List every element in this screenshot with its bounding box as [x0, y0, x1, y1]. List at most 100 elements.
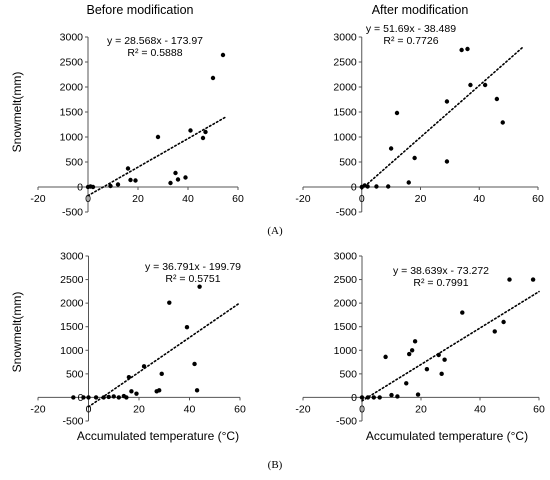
data-point	[129, 389, 134, 394]
data-point	[134, 391, 139, 396]
trendline	[87, 301, 241, 408]
data-point	[388, 146, 394, 151]
data-point	[468, 82, 473, 88]
x-tick-label: 60	[533, 403, 545, 415]
data-point	[442, 357, 447, 362]
x-tick-label: -20	[295, 403, 310, 415]
trendline-equation: y = 38.639x - 73.272	[393, 265, 489, 277]
data-point	[407, 351, 412, 357]
trendline-equation: y = 28.568x - 173.97	[107, 35, 203, 47]
data-point	[409, 348, 415, 353]
data-point	[383, 354, 388, 360]
x-tick-label: 60	[234, 403, 246, 415]
data-point	[128, 177, 133, 183]
data-point	[71, 395, 76, 400]
data-point	[394, 110, 400, 116]
data-point	[133, 178, 138, 183]
x-tick-label: 60	[532, 193, 544, 205]
data-point	[167, 300, 172, 305]
data-point	[465, 46, 470, 52]
data-point	[175, 177, 181, 182]
data-point	[125, 166, 131, 171]
y-tick-label: 1000	[60, 132, 84, 144]
data-point	[444, 99, 450, 104]
trendline	[361, 290, 540, 402]
x-tick-label: 20	[132, 193, 144, 205]
data-point	[444, 159, 450, 164]
x-tick-label: -20	[30, 193, 45, 205]
y-tick-label: 3000	[60, 32, 84, 44]
y-tick-label: -500	[336, 207, 357, 219]
r-squared-label: R² = 0.5751	[165, 273, 220, 285]
y-tick-label: 0	[78, 392, 84, 404]
x-tick-label: 0	[359, 193, 365, 205]
y-tick-label: 2500	[60, 57, 84, 69]
x-tick-label: 60	[232, 193, 244, 205]
x-tick-label: 20	[133, 403, 145, 415]
data-point	[412, 155, 417, 161]
data-point	[424, 366, 430, 372]
x-tick-label: 40	[184, 403, 196, 415]
y-tick-label: 2000	[60, 82, 84, 94]
data-point	[374, 184, 379, 189]
y-tick-label: 1000	[333, 132, 357, 144]
y-tick-label: -500	[336, 416, 357, 428]
y-tick-label: 2500	[60, 274, 84, 286]
x-tick-label: 0	[359, 403, 365, 415]
data-point	[81, 395, 86, 400]
x-tick-label: 40	[474, 403, 486, 415]
data-point	[482, 82, 488, 88]
data-point	[141, 364, 147, 369]
data-point	[412, 339, 418, 344]
data-point	[93, 395, 99, 400]
y-tick-label: 500	[66, 368, 84, 380]
data-point	[192, 361, 197, 367]
row-label-a: (A)	[267, 225, 283, 237]
y-tick-label: -500	[62, 416, 83, 428]
data-point	[371, 395, 376, 400]
y-tick-label: 3000	[60, 251, 84, 263]
data-point	[194, 388, 200, 393]
data-point	[200, 135, 206, 141]
data-point	[86, 395, 91, 400]
data-point	[492, 329, 497, 334]
r-squared-label: R² = 0.5888	[127, 47, 182, 59]
y-tick-label: 2000	[333, 82, 357, 94]
x-tick-label: -20	[295, 193, 310, 205]
x-tick-label: 40	[182, 193, 194, 205]
data-point	[157, 388, 162, 393]
trendline	[87, 116, 227, 197]
x-axis-title: Accumulated temperature (°C)	[77, 429, 239, 443]
y-tick-label: 500	[339, 368, 357, 380]
x-tick-label: 20	[415, 403, 427, 415]
data-point	[395, 394, 400, 399]
panel-b-before: Snowmelt(mm) Accumulated temperature (°C…	[10, 251, 246, 444]
y-tick-label: 1500	[333, 107, 357, 119]
data-point	[359, 395, 365, 400]
data-point	[115, 182, 121, 187]
data-point	[220, 52, 226, 58]
data-point	[126, 374, 132, 380]
r-squared-label: R² = 0.7726	[383, 35, 438, 47]
y-tick-label: 1500	[334, 321, 358, 333]
y-tick-label: 1500	[60, 107, 84, 119]
y-tick-label: 1000	[334, 345, 358, 357]
x-tick-label: 0	[86, 403, 92, 415]
trendline-equation: y = 36.791x - 199.79	[145, 261, 241, 273]
x-tick-label: 0	[85, 193, 91, 205]
data-point	[459, 47, 464, 53]
y-axis-title: Snowmelt(mm)	[10, 72, 24, 153]
panel-a-before: Before modification Snowmelt(mm) y = 28.…	[10, 3, 244, 219]
data-point	[377, 395, 382, 400]
data-point	[108, 183, 113, 189]
data-point	[404, 381, 409, 386]
y-tick-label: 2000	[60, 298, 84, 310]
data-point	[436, 352, 441, 358]
panel-title: Before modification	[86, 3, 193, 17]
data-point	[210, 75, 216, 81]
panel-title: After modification	[372, 3, 469, 17]
data-point	[507, 277, 512, 282]
data-point	[106, 394, 111, 400]
